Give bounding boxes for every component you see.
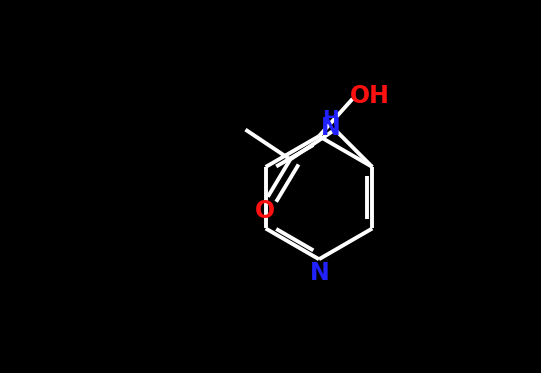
Text: O: O: [255, 199, 275, 223]
Text: H: H: [322, 109, 339, 128]
Text: N: N: [321, 116, 340, 140]
Text: N: N: [310, 261, 330, 285]
Text: OH: OH: [349, 84, 390, 108]
